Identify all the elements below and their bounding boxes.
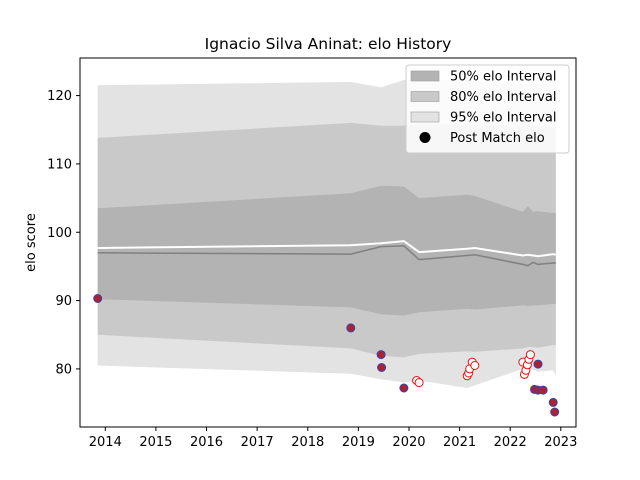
- post-match-elo-point: [93, 294, 103, 303]
- post-match-elo-point: [548, 397, 558, 407]
- y-axis-label: elo score: [24, 213, 39, 272]
- x-tick-label: 2018: [291, 435, 324, 450]
- post-match-elo-point: [399, 383, 409, 393]
- post-match-elo-point: [533, 359, 543, 369]
- legend-label: 80% elo Interval: [450, 90, 557, 105]
- post-match-elo-point: [377, 363, 387, 372]
- x-tick-label: 2019: [342, 435, 375, 450]
- x-tick-label: 2022: [494, 435, 527, 450]
- legend-swatch: [410, 91, 440, 102]
- legend-marker: [419, 132, 431, 143]
- legend-box: [405, 64, 570, 154]
- x-tick-label: 2017: [241, 435, 274, 450]
- legend-label: Post Match elo: [450, 131, 545, 146]
- mean-elo-line: [97, 240, 557, 258]
- y-tick-label: 110: [47, 157, 72, 172]
- x-tick-label: 2015: [139, 435, 172, 450]
- y-tick-label: 90: [55, 294, 72, 309]
- x-tick-label: 2014: [89, 435, 122, 450]
- plot-area: [93, 79, 560, 417]
- post-match-elo-point: [346, 323, 356, 333]
- post-match-elo-point: [470, 361, 480, 370]
- legend-swatch: [410, 70, 440, 82]
- y-tick-label: 80: [55, 362, 72, 377]
- axes-frame: [79, 57, 577, 428]
- legend: 50% elo Interval 80% elo Interval 95% elo …: [405, 64, 570, 154]
- post-match-elo-point: [538, 385, 548, 395]
- post-match-elo-point: [414, 378, 424, 388]
- chart-title: Ignacio Silva Aninat: elo History: [205, 35, 452, 53]
- legend-swatch: [410, 111, 440, 123]
- band50-interval-area: [97, 185, 556, 316]
- x-tick-label: 2023: [544, 435, 577, 450]
- y-tick-label: 100: [47, 226, 72, 241]
- post-match-elo-point: [550, 407, 560, 417]
- median-elo-line: [97, 245, 556, 267]
- x-tick-label: 2020: [392, 435, 425, 450]
- x-tick-label: 2016: [190, 435, 223, 450]
- legend-label: 95% elo Interval: [450, 111, 557, 126]
- post-match-elo-point: [376, 350, 386, 360]
- y-tick-label: 120: [47, 89, 72, 104]
- y-axis: 80 90 100 110 120: [47, 89, 80, 377]
- legend-label: 50% elo Interval: [450, 70, 557, 85]
- x-axis: 2014 2015 2016 2017 2018 2019 2020 2021 2022 2023: [89, 427, 577, 450]
- x-tick-label: 2021: [443, 435, 476, 450]
- post-match-elo-point: [525, 350, 535, 360]
